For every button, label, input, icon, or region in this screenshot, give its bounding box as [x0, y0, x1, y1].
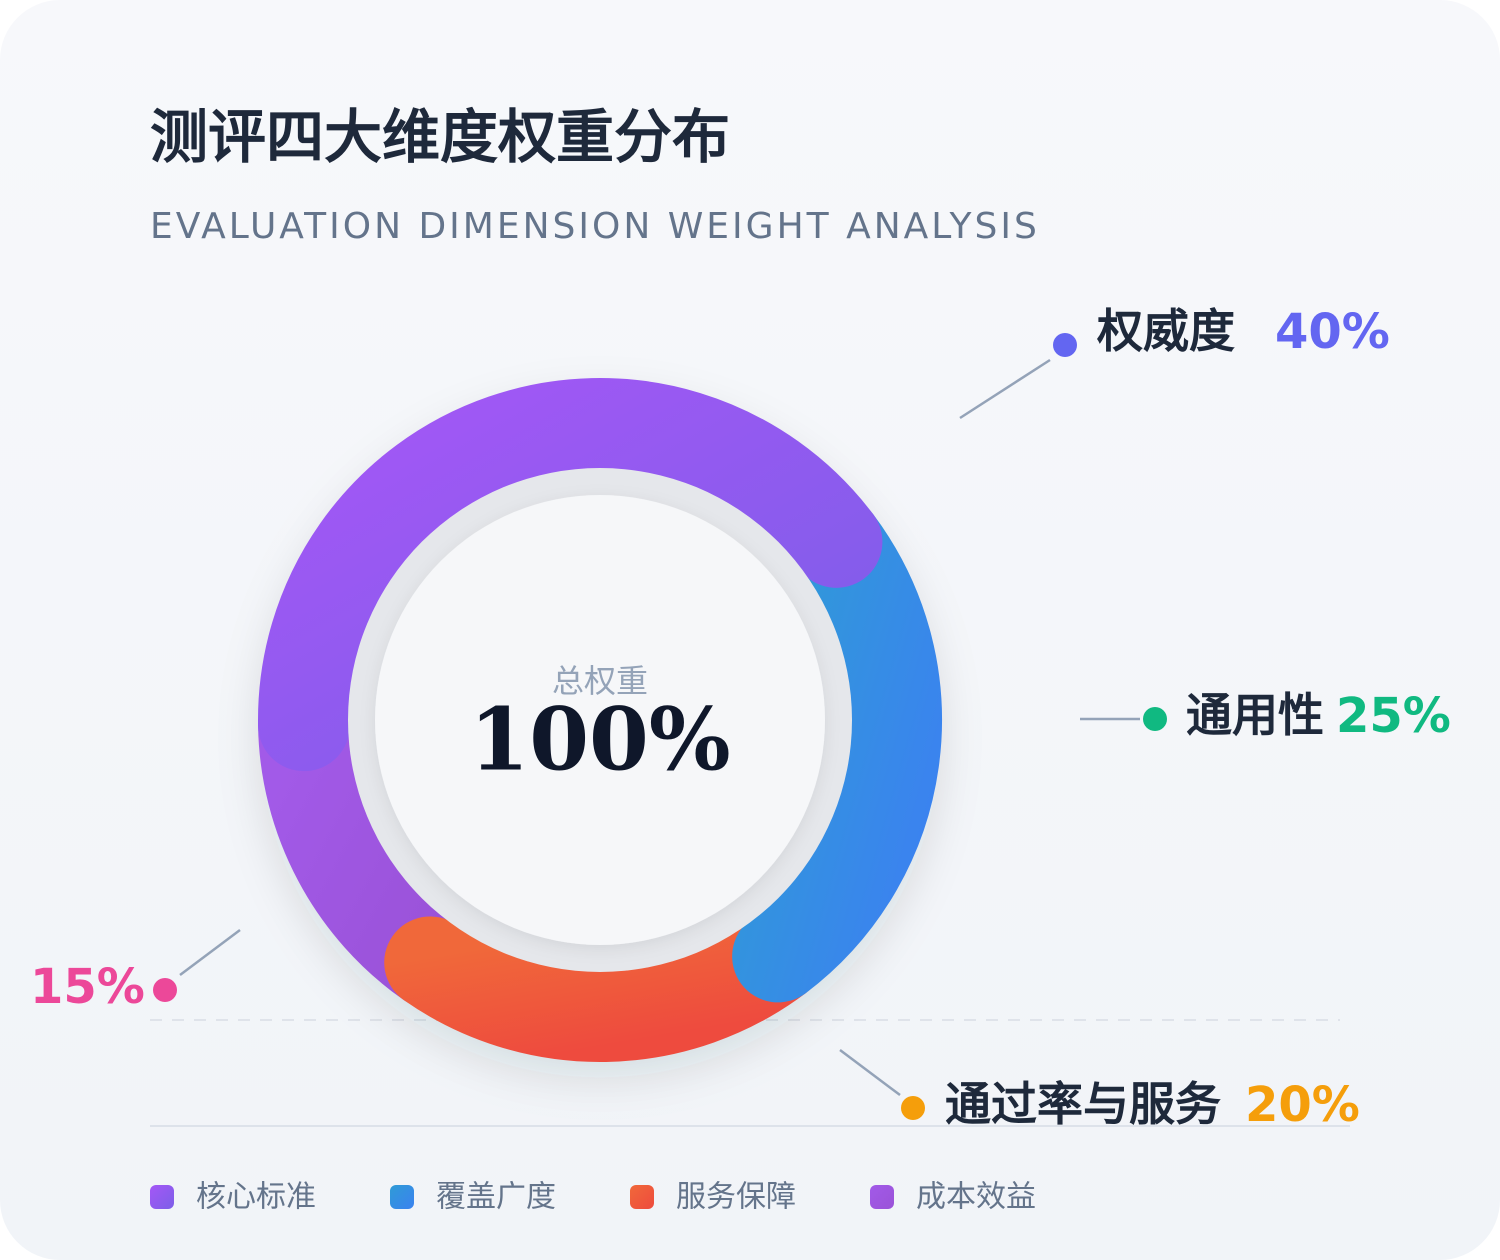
- legend-swatch: [870, 1185, 894, 1209]
- callout-value: 40%: [1275, 304, 1390, 360]
- center-label: 总权重: [552, 662, 648, 700]
- annotations: 权威度 40% 通用性 25% 通过率与服务 20% 15% 核心标准 覆盖广度 服务保障 成本效益: [30, 304, 1451, 1215]
- callout-dot: [1143, 707, 1167, 731]
- callout-value: 20%: [1245, 1077, 1360, 1133]
- donut-segment: [258, 378, 883, 772]
- ring: [258, 378, 942, 1062]
- subtitle: EVALUATION DIMENSION WEIGHT ANALYSIS: [150, 206, 1040, 247]
- callout-line: [959, 358, 1051, 420]
- callout-name: 通过率与服务: [945, 1077, 1221, 1131]
- callout-line: [179, 929, 241, 976]
- callout-name: 通用性: [1186, 688, 1324, 742]
- legend-swatch: [630, 1185, 654, 1209]
- callout-dot: [153, 978, 177, 1002]
- callout-value: 25%: [1336, 688, 1451, 744]
- callout-dot: [1053, 333, 1077, 357]
- callout-line: [839, 1049, 901, 1096]
- callout-value: 15%: [30, 959, 145, 1015]
- title: 测评四大维度权重分布: [150, 103, 730, 171]
- legend-label: 成本效益: [916, 1180, 1036, 1215]
- legend-swatch: [390, 1185, 414, 1209]
- callout-dot: [901, 1096, 925, 1120]
- callout-name: 权威度: [1096, 304, 1235, 358]
- legend-label: 核心标准: [196, 1180, 316, 1215]
- legend-label: 服务保障: [676, 1180, 796, 1215]
- legend-swatch: [150, 1185, 174, 1209]
- legend-label: 覆盖广度: [436, 1180, 556, 1215]
- donut-segment: [732, 495, 942, 1003]
- center-value: 100%: [469, 690, 730, 791]
- inner-disc: [375, 495, 825, 945]
- donut-segment: [384, 910, 825, 1062]
